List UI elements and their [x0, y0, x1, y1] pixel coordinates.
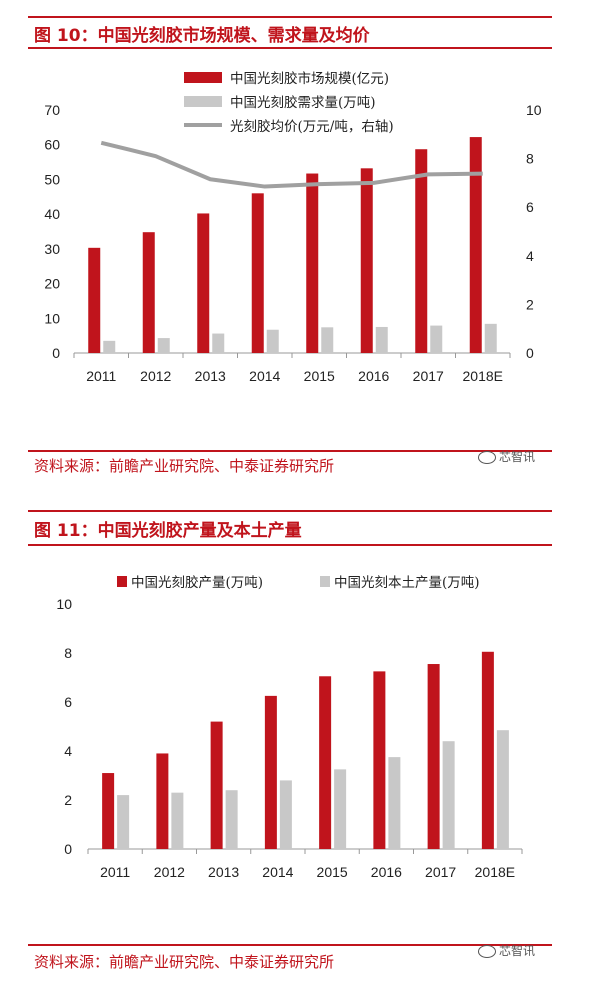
legend-swatch-demand — [184, 96, 222, 107]
x-tick-label: 2014 — [262, 864, 293, 880]
bar-domestic-production — [117, 795, 130, 849]
x-tick-label: 2017 — [425, 864, 456, 880]
figure11-source: 资料来源：前瞻产业研究院、中泰证券研究所 — [34, 953, 335, 971]
bar-production — [481, 651, 494, 849]
bar-demand — [103, 340, 116, 353]
y-tick-label: 6 — [64, 694, 72, 710]
legend-swatch-domestic — [320, 576, 330, 587]
bar-demand — [375, 326, 388, 353]
figure11-top-rule — [28, 510, 552, 512]
wechat-icon — [478, 451, 496, 464]
y-left-tick-label: 10 — [44, 310, 60, 326]
bar-production — [264, 695, 277, 849]
x-tick-label: 2018E — [463, 368, 503, 384]
bar-market-size — [251, 193, 264, 353]
figure10-bottom-rule — [28, 450, 552, 452]
bar-production — [156, 753, 169, 849]
bar-market-size — [197, 213, 210, 353]
bar-domestic-production — [334, 769, 347, 849]
bar-market-size — [306, 173, 319, 353]
x-tick-label: 2014 — [249, 368, 280, 384]
legend-label-domestic: 中国光刻本土产量(万吨) — [334, 575, 480, 591]
line-average-price — [100, 140, 483, 189]
x-tick-label: 2012 — [140, 368, 171, 384]
y-right-tick-label: 8 — [526, 151, 534, 167]
chart-market-demand-price: 0 10 20 30 40 50 60 70 0 2 4 6 8 10 2011 2012 2013 2014 20… — [44, 70, 542, 384]
bar-market-size — [469, 137, 482, 353]
x-tick-label: 2013 — [208, 864, 239, 880]
y-tick-label: 8 — [64, 645, 72, 661]
bar-production — [210, 721, 223, 849]
y-right-tick-label: 6 — [526, 199, 534, 215]
bar-domestic-production — [388, 757, 401, 849]
bar-market-size — [360, 168, 373, 353]
wechat-icon — [478, 945, 496, 958]
figure11-title-rule — [28, 544, 552, 546]
bar-demand — [430, 325, 443, 353]
x-tick-label: 2015 — [317, 864, 348, 880]
x-tick-label: 2011 — [86, 368, 116, 384]
y-tick-label: 10 — [56, 596, 72, 612]
figure11-title: 图 11：中国光刻胶产量及本土产量 — [34, 521, 302, 541]
bar-domestic-production — [442, 741, 455, 849]
watermark-text: 芯智讯 — [499, 944, 536, 958]
y-left-tick-label: 50 — [44, 171, 60, 187]
y-left-tick-label: 0 — [52, 345, 60, 361]
legend-swatch-market-size — [184, 72, 222, 83]
y-right-tick-label: 2 — [526, 296, 534, 312]
legend-label-market-size: 中国光刻胶市场规模(亿元) — [230, 70, 389, 87]
y-left-tick-label: 20 — [44, 276, 60, 292]
legend-label-demand: 中国光刻胶需求量(万吨) — [230, 94, 376, 111]
bar-domestic-production — [225, 790, 238, 849]
bar-market-size — [88, 247, 101, 353]
figure10-top-rule — [28, 16, 552, 18]
y-tick-label: 2 — [64, 792, 72, 808]
figure10-watermark: 芯智讯 — [478, 448, 535, 465]
legend-label-production: 中国光刻胶产量(万吨) — [131, 574, 263, 591]
bar-production — [427, 664, 440, 849]
y-left-tick-label: 40 — [44, 206, 60, 222]
y-left-tick-label: 30 — [44, 241, 60, 257]
chart-production: 0 2 4 6 8 10 2011 2012 2013 2014 2015 2016 2017 2018E… — [56, 574, 523, 880]
x-tick-label: 2013 — [195, 368, 226, 384]
bar-demand — [484, 323, 497, 353]
bar-production — [373, 671, 386, 849]
y-left-tick-label: 70 — [44, 102, 60, 118]
figure10-source: 资料来源：前瞻产业研究院、中泰证券研究所 — [34, 457, 335, 475]
bar-domestic-production — [171, 792, 184, 849]
watermark-text: 芯智讯 — [499, 450, 536, 464]
x-tick-label: 2016 — [371, 864, 402, 880]
figure11-bottom-rule — [28, 944, 552, 946]
y-tick-label: 0 — [64, 841, 72, 857]
x-tick-label: 2017 — [413, 368, 444, 384]
bar-market-size — [415, 149, 428, 353]
bar-production — [319, 676, 332, 849]
figure11-watermark: 芯智讯 — [478, 942, 535, 959]
x-tick-label: 2012 — [154, 864, 185, 880]
bar-domestic-production — [496, 730, 509, 849]
bar-demand — [321, 327, 334, 353]
y-tick-label: 4 — [64, 743, 72, 759]
legend-swatch-production — [117, 576, 127, 587]
y-right-tick-label: 0 — [526, 345, 534, 361]
bar-domestic-production — [279, 780, 292, 849]
bar-demand — [212, 333, 225, 353]
x-tick-label: 2015 — [304, 368, 335, 384]
bar-demand — [266, 329, 279, 353]
bar-production — [102, 773, 115, 849]
x-tick-label: 2011 — [100, 864, 130, 880]
y-right-tick-label: 4 — [526, 248, 534, 264]
legend-label-price: 光刻胶均价(万元/吨，右轴) — [230, 118, 394, 135]
bar-market-size — [142, 232, 155, 353]
bar-demand — [157, 338, 170, 353]
y-left-tick-label: 60 — [44, 137, 60, 153]
figure10-title-rule — [28, 47, 552, 49]
x-tick-label: 2016 — [358, 368, 389, 384]
figure10-title: 图 10：中国光刻胶市场规模、需求量及均价 — [34, 26, 370, 46]
x-tick-label: 2018E — [475, 864, 515, 880]
y-right-tick-label: 10 — [526, 102, 542, 118]
